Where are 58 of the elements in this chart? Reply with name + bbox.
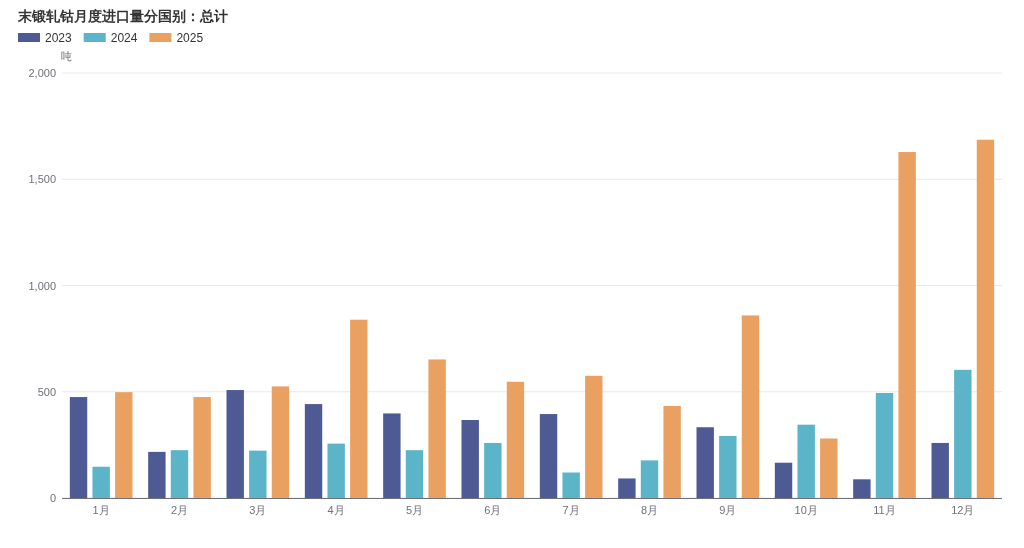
bar: [663, 405, 681, 498]
bar: [148, 451, 166, 498]
legend-label: 2025: [176, 31, 204, 45]
x-tick-label: 8月: [640, 504, 659, 516]
x-tick-label: 11月: [873, 504, 896, 516]
bar: [304, 404, 323, 498]
y-axis-title: 吨: [60, 50, 72, 62]
legend-label: 2024: [110, 31, 138, 45]
bar: [92, 466, 110, 498]
bar: [539, 414, 558, 498]
bar: [820, 438, 838, 498]
bar: [797, 424, 815, 498]
bar: [585, 375, 603, 498]
chart-title: 末锻轧钴月度进口量分国别：总计: [17, 8, 228, 24]
bar: [976, 139, 995, 498]
legend-label: 2023: [45, 31, 73, 45]
bar: [484, 442, 502, 498]
y-tick-label: 1,000: [28, 279, 56, 292]
x-tick-label: 1月: [92, 504, 110, 516]
bar: [115, 392, 133, 498]
bar: [383, 413, 401, 498]
y-tick-label: 500: [37, 385, 56, 398]
bar: [405, 450, 424, 498]
bar: [327, 443, 345, 498]
bar: [271, 386, 290, 498]
bar: [640, 460, 659, 498]
bar: [226, 390, 244, 498]
bar: [875, 393, 894, 498]
bar: [461, 420, 479, 498]
bar: [898, 152, 916, 498]
bar: [954, 369, 972, 498]
bar: [249, 450, 267, 498]
x-tick-label: 5月: [405, 504, 424, 516]
bar: [170, 450, 189, 498]
y-tick-label: 1,500: [28, 173, 56, 186]
x-tick-label: 6月: [484, 504, 502, 516]
bar: [774, 462, 793, 498]
bar: [69, 397, 88, 498]
x-tick-label: 9月: [719, 504, 737, 516]
bar: [193, 397, 211, 498]
bar: [696, 427, 714, 498]
x-tick-label: 12月: [951, 504, 975, 516]
bar: [741, 315, 760, 498]
x-tick-label: 2月: [170, 504, 189, 516]
x-tick-label: 10月: [794, 504, 818, 516]
y-tick-label: 0: [49, 492, 56, 504]
bar: [562, 472, 580, 498]
bar: [506, 381, 525, 498]
bar: [931, 442, 949, 498]
y-tick-label: 2,000: [28, 67, 56, 79]
bar: [428, 359, 446, 498]
x-tick-label: 4月: [327, 504, 345, 516]
bar: [350, 319, 368, 498]
bar: [618, 478, 636, 498]
bar: [719, 435, 737, 498]
x-tick-label: 3月: [249, 504, 267, 516]
x-tick-label: 7月: [562, 504, 580, 516]
bar: [853, 479, 871, 498]
